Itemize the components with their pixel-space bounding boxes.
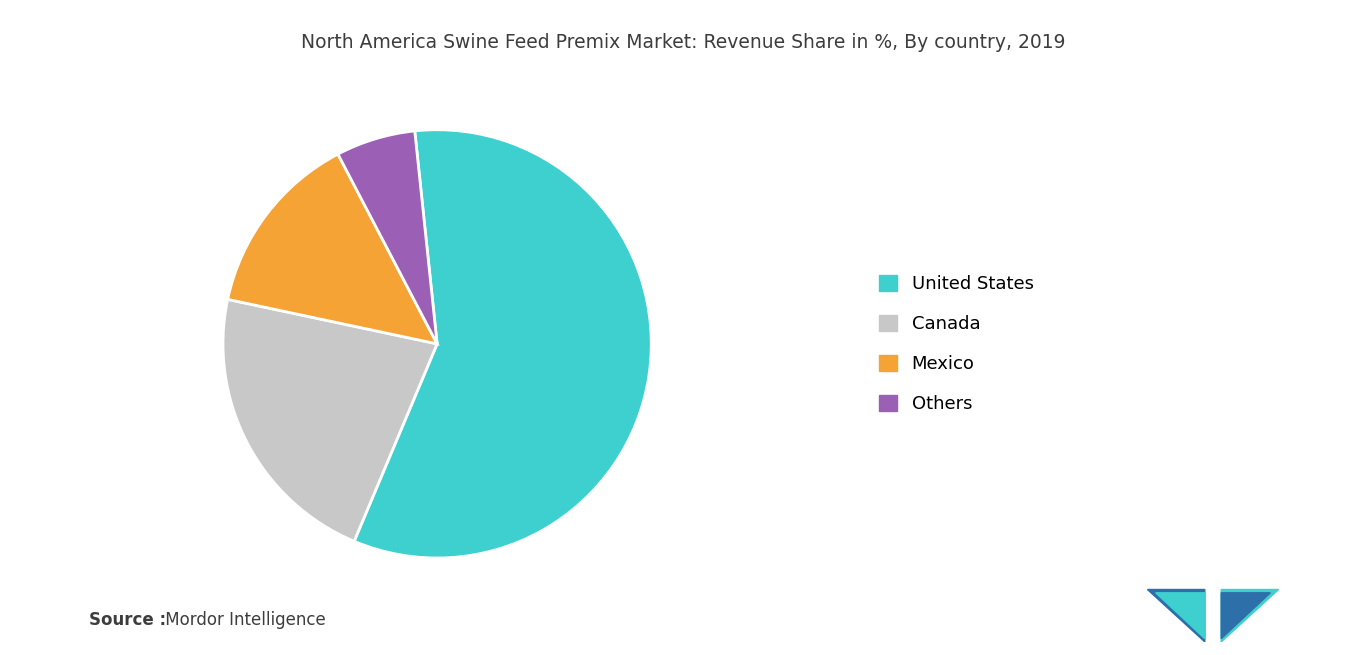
Wedge shape: [228, 154, 437, 344]
Legend: United States, Canada, Mexico, Others: United States, Canada, Mexico, Others: [880, 275, 1034, 413]
Polygon shape: [1147, 590, 1205, 642]
Wedge shape: [223, 299, 437, 541]
Text: Source :: Source :: [89, 611, 165, 629]
Text: North America Swine Feed Premix Market: Revenue Share in %, By country, 2019: North America Swine Feed Premix Market: …: [301, 33, 1065, 52]
Wedge shape: [337, 131, 437, 344]
Polygon shape: [1221, 593, 1270, 639]
Wedge shape: [354, 130, 652, 558]
Text: Mordor Intelligence: Mordor Intelligence: [160, 611, 325, 629]
Polygon shape: [1156, 593, 1205, 639]
Polygon shape: [1221, 590, 1279, 642]
